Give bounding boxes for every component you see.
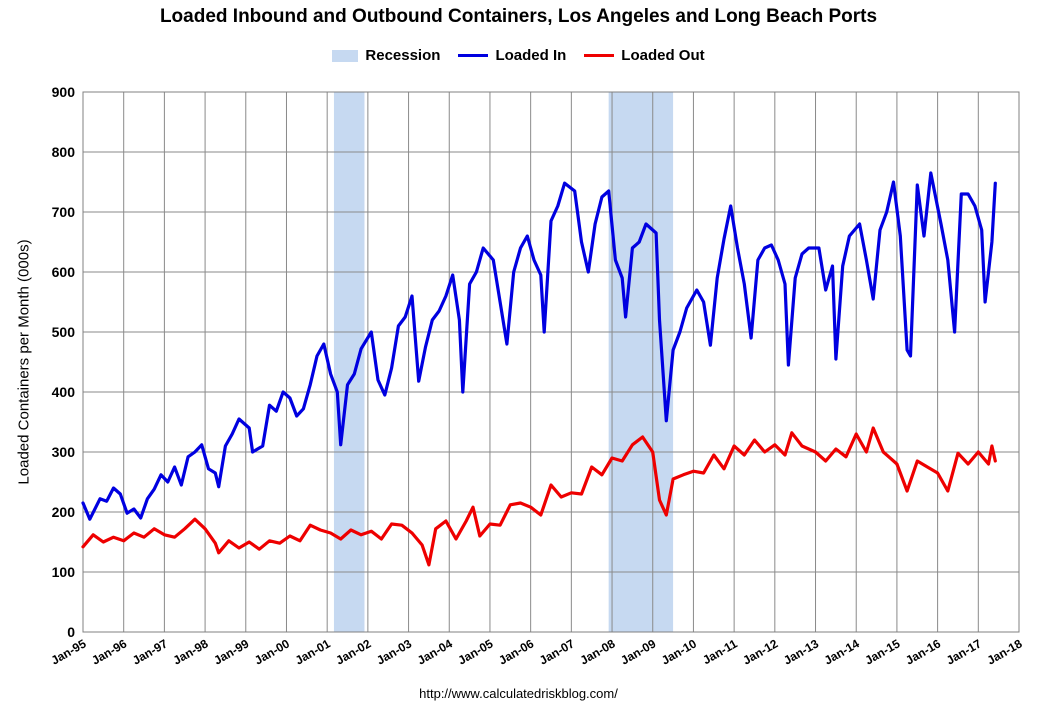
y-axis-label: Loaded Containers per Month (000s) <box>15 239 33 485</box>
x-tick-label: Jan-98 <box>171 636 211 667</box>
x-tick-label: Jan-96 <box>89 636 129 667</box>
legend-swatch-loaded-out <box>584 54 615 57</box>
legend-item-recession: Recession <box>332 47 440 64</box>
x-tick-label: Jan-02 <box>333 636 373 667</box>
x-tick-label: Jan-18 <box>985 636 1025 667</box>
legend-label-loaded-in: Loaded In <box>495 47 567 64</box>
x-tick-label: Jan-12 <box>740 636 780 667</box>
y-tick-label: 100 <box>52 564 76 580</box>
y-tick-label: 500 <box>52 324 76 340</box>
x-tick-label: Jan-00 <box>252 636 292 667</box>
x-tick-label: Jan-11 <box>700 636 740 667</box>
plot-border <box>82 91 1020 633</box>
x-tick-label: Jan-09 <box>618 636 658 667</box>
grid-lines <box>82 91 1020 633</box>
x-tick-label: Jan-13 <box>781 636 821 667</box>
recession-band-1 <box>333 92 365 632</box>
legend-item-loaded-in: Loaded In <box>458 47 566 64</box>
x-tick-label: Jan-06 <box>496 636 536 667</box>
series-line-loaded-in <box>81 171 997 521</box>
x-tick-label: Jan-07 <box>537 636 577 667</box>
recession-bands <box>333 92 674 632</box>
x-tick-label: Jan-99 <box>211 636 251 667</box>
x-tick-label: Jan-01 <box>293 636 333 667</box>
x-tick-label: Jan-15 <box>862 636 902 667</box>
x-tick-label: Jan-05 <box>456 636 496 667</box>
legend-swatch-recession <box>332 49 359 62</box>
x-tick-label: Jan-97 <box>130 636 170 667</box>
y-tick-label: 600 <box>52 264 76 280</box>
chart-title: Loaded Inbound and Outbound Containers, … <box>159 6 878 27</box>
series-lines <box>81 171 997 567</box>
legend-item-loaded-out: Loaded Out <box>584 47 705 64</box>
y-tick-label: 200 <box>52 504 76 520</box>
y-tick-label: 400 <box>52 384 76 400</box>
series-line-loaded-out <box>81 426 997 567</box>
x-tick-label: Jan-10 <box>659 636 699 667</box>
x-tick-label: Jan-16 <box>903 636 943 667</box>
y-tick-label: 700 <box>52 204 76 220</box>
legend-label-recession: Recession <box>365 47 441 64</box>
x-tick-label: Jan-03 <box>374 636 414 667</box>
legend-label-loaded-out: Loaded Out <box>621 47 705 64</box>
y-tick-labels: 0 100 200 300 400 500 600 700 800 900 <box>52 84 76 640</box>
y-tick-label: 800 <box>52 144 76 160</box>
y-tick-label: 0 <box>67 624 75 640</box>
y-tick-label: 300 <box>52 444 76 460</box>
x-tick-label: Jan-17 <box>944 636 984 667</box>
legend-swatch-loaded-in <box>458 54 489 57</box>
x-tick-label: Jan-04 <box>415 636 455 667</box>
y-tick-label: 900 <box>52 84 76 100</box>
x-tick-label: Jan-14 <box>822 636 862 667</box>
x-tick-label: Jan-08 <box>578 636 618 667</box>
source-url: http://www.calculatedriskblog.com/ <box>419 686 618 701</box>
legend: Recession Loaded In Loaded Out <box>0 47 1037 64</box>
x-tick-label: Jan-95 <box>49 636 89 667</box>
x-tick-labels: Jan-95 Jan-96 Jan-97 Jan-98 Jan-99 Jan-00 Jan-… <box>49 636 1025 667</box>
